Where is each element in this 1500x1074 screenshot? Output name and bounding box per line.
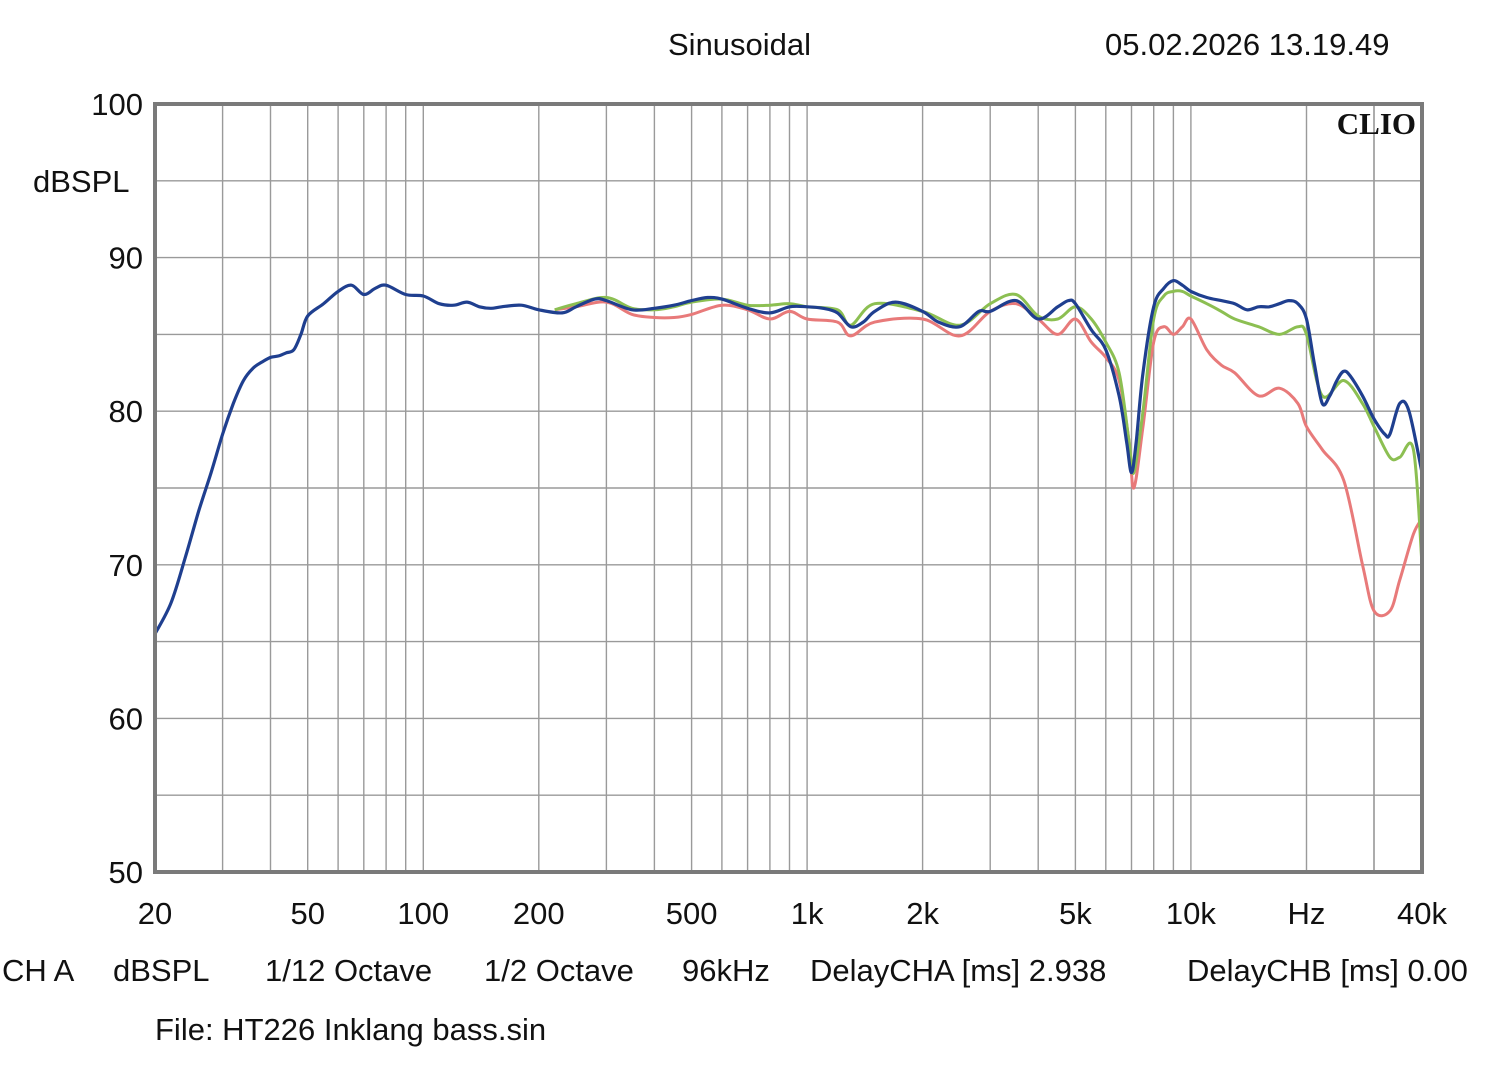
x-tick-label: 40k — [1397, 896, 1447, 931]
series-line-blue — [153, 278, 1424, 635]
timestamp: 05.02.2026 13.19.49 — [1105, 27, 1390, 62]
x-tick-label: 2k — [906, 896, 939, 931]
y-tick-label: 80 — [109, 394, 143, 429]
y-axis-label: dBSPL — [33, 164, 130, 199]
y-tick-label: 70 — [109, 548, 143, 583]
footer-resolution: 1/12 Octave — [265, 953, 433, 988]
x-tick-labels: 20 50 100 200 500 1k 2k 5k 10k Hz 40k — [138, 896, 1448, 931]
plot-frame — [153, 102, 1424, 874]
y-tick-label: 90 — [109, 241, 143, 276]
clio-logo: CLIO — [1337, 106, 1416, 141]
x-tick-label: 500 — [666, 896, 718, 931]
footer-channel: CH A — [2, 953, 75, 988]
footer-delay-cha: DelayCHA [ms] 2.938 — [810, 953, 1107, 988]
series-line-red — [554, 300, 1424, 618]
y-tick-label: 50 — [109, 855, 143, 890]
x-tick-label: 50 — [290, 896, 324, 931]
y-tick-labels: 100 90 80 70 60 50 — [91, 87, 143, 890]
x-tick-label: 10k — [1166, 896, 1216, 931]
y-tick-label: 60 — [109, 701, 143, 736]
x-tick-label: 1k — [791, 896, 824, 931]
footer-file: File: HT226 Inklang bass.sin — [155, 1012, 547, 1047]
x-tick-label: 5k — [1059, 896, 1092, 931]
footer-smoothing: 1/2 Octave — [484, 953, 634, 988]
x-tick-label: 100 — [397, 896, 449, 931]
y-tick-label: 100 — [91, 87, 143, 122]
footer-sample-rate: 96kHz — [682, 953, 770, 988]
x-tick-label: 20 — [138, 896, 172, 931]
footer-delay-chb: DelayCHB [ms] 0.00 — [1187, 953, 1468, 988]
chart-grid — [155, 104, 1422, 872]
series-line-green — [554, 289, 1424, 565]
chart-series — [153, 278, 1424, 635]
x-tick-label: 200 — [513, 896, 565, 931]
x-tick-label: Hz — [1288, 896, 1326, 931]
chart-title: Sinusoidal — [668, 27, 812, 62]
footer-unit: dBSPL — [113, 953, 210, 988]
